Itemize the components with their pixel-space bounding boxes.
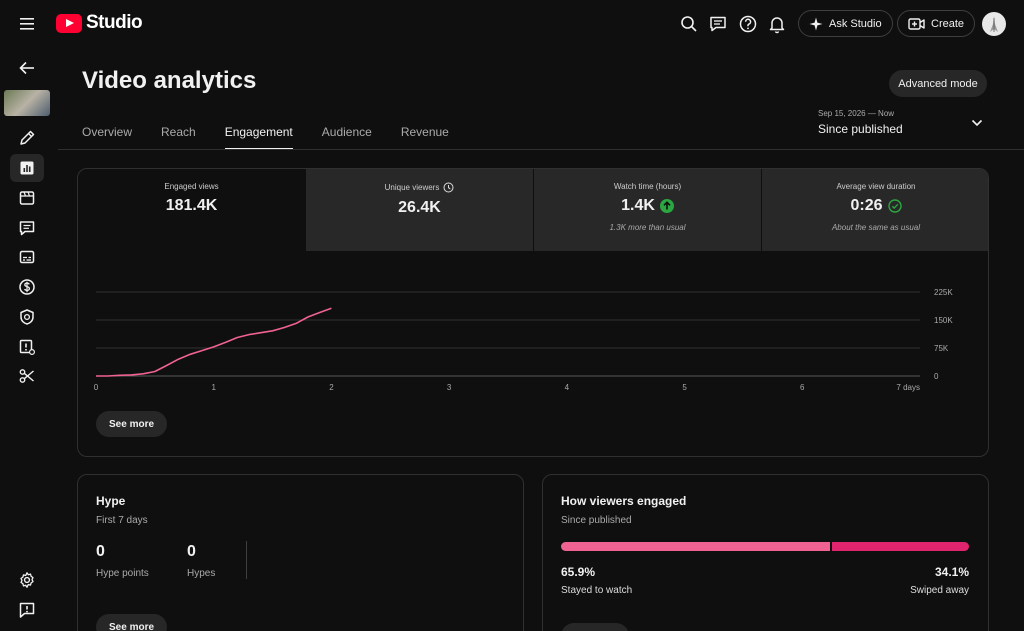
tab-audience[interactable]: Audience (321, 125, 372, 139)
video-thumbnail[interactable] (4, 90, 50, 116)
analytics-icon[interactable] (10, 154, 44, 182)
editor-film-icon[interactable] (10, 184, 44, 212)
x-tick-label: 2 (329, 383, 334, 392)
hype-divider (246, 541, 247, 579)
how-viewers-engaged-card: How viewers engaged Since published 65.9… (542, 474, 989, 631)
x-tick-label: 4 (565, 383, 570, 392)
metric-engaged-views[interactable]: Engaged views 181.4K (78, 169, 305, 251)
metric-label: Unique viewers (384, 183, 440, 192)
metric-label: Engaged views (164, 182, 219, 191)
x-tick-label: 0 (94, 383, 99, 392)
tab-revenue[interactable]: Revenue (400, 125, 449, 139)
hype-subtitle: First 7 days (96, 515, 148, 526)
tabs-divider (58, 149, 1024, 150)
engaged-views-series-line (96, 307, 332, 377)
ask-studio-button[interactable]: Ask Studio (798, 10, 893, 37)
metric-subtext: 1.3K more than usual (609, 223, 686, 232)
monetization-dollar-icon[interactable] (10, 273, 44, 301)
tab-reach[interactable]: Reach (161, 125, 196, 139)
engaged-title: How viewers engaged (561, 494, 687, 508)
notifications-bell-icon[interactable] (767, 14, 787, 34)
hamburger-menu-icon[interactable] (18, 14, 38, 34)
check-circle-icon (887, 199, 902, 213)
engaged-see-more-button[interactable] (561, 623, 629, 631)
x-tick-label: 1 (211, 383, 216, 392)
engaged-subtitle: Since published (561, 515, 632, 526)
engaged-split-bar (561, 542, 969, 551)
content-warning-icon[interactable] (10, 333, 44, 361)
hypes-value: 0 (187, 543, 196, 560)
advanced-mode-button[interactable]: Advanced mode (889, 70, 987, 97)
top-bar: Studio Ask Studio Create (0, 0, 1024, 48)
arrow-up-icon (659, 199, 674, 213)
engaged-views-line-chart: 225K 150K 75K 0 0 1 2 3 4 5 6 7 days (94, 288, 954, 392)
x-tick-label: 3 (447, 383, 452, 392)
swiped-segment (831, 542, 969, 551)
hype-title: Hype (96, 494, 126, 508)
sparkle-icon (809, 17, 823, 30)
hype-points-value: 0 (96, 543, 105, 560)
clips-scissors-icon[interactable] (10, 362, 44, 390)
date-range-label: Since published (818, 122, 903, 136)
metric-value: 181.4K (165, 197, 218, 214)
metric-watch-time[interactable]: Watch time (hours) 1.4K 1.3K more than u… (534, 169, 761, 251)
hype-see-more-button[interactable]: See more (96, 614, 168, 631)
engagement-metrics-card: Engaged views 181.4K Unique viewers 26.4… (77, 168, 989, 457)
comments-icon[interactable] (10, 214, 44, 242)
feedback-messages-icon[interactable] (708, 14, 728, 34)
chart-see-more-button[interactable]: See more (96, 411, 168, 437)
y-tick-label: 150K (934, 316, 953, 325)
swiped-percent: 34.1% (934, 565, 969, 579)
y-tick-label: 225K (934, 288, 953, 297)
swiped-label: Swiped away (910, 585, 969, 596)
copyright-shield-icon[interactable] (10, 303, 44, 331)
search-icon[interactable] (679, 14, 699, 34)
clock-icon (443, 182, 454, 193)
stayed-percent: 65.9% (561, 565, 596, 579)
create-button[interactable]: Create (897, 10, 976, 37)
page-title: Video analytics (82, 67, 257, 94)
x-tick-label: 6 (800, 383, 805, 392)
hype-card: Hype First 7 days 0 Hype points 0 Hypes … (77, 474, 524, 631)
metric-label: Average view duration (836, 182, 916, 191)
tab-engagement[interactable]: Engagement (224, 118, 293, 150)
studio-logo[interactable]: Studio (56, 12, 143, 34)
details-pencil-icon[interactable] (10, 124, 44, 152)
metric-value: 26.4K (398, 199, 441, 216)
metric-value: 1.4K (621, 197, 655, 214)
settings-gear-icon[interactable] (10, 566, 44, 594)
ask-studio-label: Ask Studio (829, 17, 882, 30)
metric-label: Watch time (hours) (613, 182, 682, 191)
hypes-label: Hypes (187, 568, 216, 579)
x-tick-label: 7 days (896, 383, 920, 392)
date-range-period: Sep 15, 2026 — Now (818, 109, 895, 118)
youtube-logo-icon (56, 13, 82, 33)
bar-gap (829, 542, 832, 551)
create-video-icon (908, 17, 925, 30)
analytics-tabs: Overview Reach Engagement Audience Reven… (82, 118, 478, 150)
help-icon[interactable] (738, 14, 758, 34)
x-tick-label: 5 (682, 383, 687, 392)
tab-overview[interactable]: Overview (82, 125, 133, 139)
subtitles-icon[interactable] (10, 243, 44, 271)
stayed-segment (561, 542, 830, 551)
channel-avatar[interactable] (982, 12, 1006, 36)
y-tick-label: 0 (934, 372, 939, 381)
left-navigation-rail (0, 48, 56, 631)
chevron-down-icon[interactable] (970, 116, 984, 135)
create-label: Create (931, 17, 965, 30)
logo-text: Studio (86, 12, 143, 33)
metric-unique-viewers[interactable]: Unique viewers 26.4K (306, 169, 533, 251)
y-tick-label: 75K (934, 344, 949, 353)
stayed-label: Stayed to watch (561, 585, 633, 596)
metric-average-view-duration[interactable]: Average view duration 0:26 About the sam… (762, 169, 988, 251)
metric-value: 0:26 (850, 197, 883, 214)
date-range-selector[interactable]: Sep 15, 2026 — Now Since published (818, 109, 986, 136)
send-feedback-icon[interactable] (10, 596, 44, 624)
metric-subtext: About the same as usual (831, 223, 921, 232)
hype-points-label: Hype points (96, 568, 149, 579)
back-arrow-icon[interactable] (10, 54, 44, 82)
